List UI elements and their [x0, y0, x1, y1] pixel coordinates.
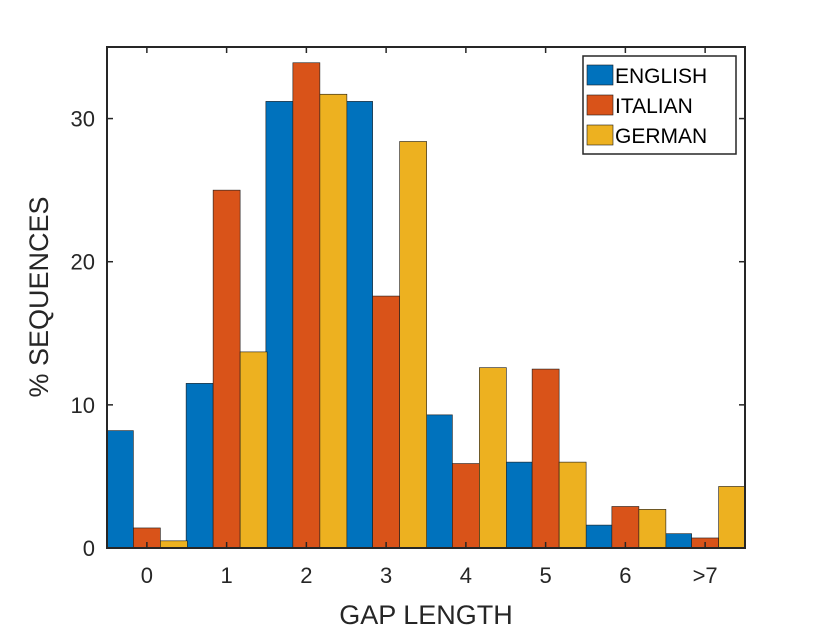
- bar-german-4: [479, 367, 507, 549]
- bar-german-3: [399, 141, 427, 549]
- bar-english-0: [106, 430, 134, 549]
- bar-english-5: [504, 461, 533, 549]
- y-axis-title: % SEQUENCES: [24, 196, 54, 397]
- legend-swatch-italian: [586, 94, 614, 116]
- bar-italian-1: [212, 189, 241, 549]
- y-tick-label-3: 30: [71, 107, 95, 132]
- legend-swatch-english: [586, 64, 614, 86]
- bar-german-6: [638, 509, 667, 549]
- legend: ENGLISH ITALIAN GERMAN: [582, 55, 737, 155]
- bar-english-7: [664, 533, 692, 549]
- x-tick-label-2: 2: [300, 563, 312, 588]
- bar-german-1: [239, 351, 268, 549]
- bar-german-5: [558, 461, 587, 549]
- x-tick-label-3: 3: [380, 563, 392, 588]
- legend-label-english: ENGLISH: [615, 65, 707, 88]
- plot-frame: [106, 46, 746, 549]
- x-tick-label-6: 6: [619, 563, 631, 588]
- x-tick-label-5: 5: [540, 563, 552, 588]
- ticks-group: 0 1 2 3 4 5 6 >7 0 10 20 30: [71, 47, 745, 588]
- y-tick-label-1: 10: [71, 393, 95, 418]
- bar-english-4: [425, 414, 453, 549]
- bar-italian-6: [611, 506, 640, 549]
- x-tick-label-1: 1: [221, 563, 233, 588]
- bar-italian-5: [531, 368, 560, 549]
- bar-italian-3: [372, 295, 400, 549]
- bar-english-2: [265, 101, 294, 549]
- x-tick-label-0: 0: [141, 563, 153, 588]
- bar-italian-4: [452, 463, 480, 549]
- bar-italian-2: [292, 62, 321, 549]
- x-tick-label-7: >7: [693, 563, 718, 588]
- y-tick-label-2: 20: [71, 250, 95, 275]
- bar-english-3: [345, 101, 373, 549]
- legend-label-german: GERMAN: [615, 125, 707, 148]
- legend-swatch-german: [586, 124, 614, 146]
- bar-german-7: [718, 486, 746, 549]
- bar-english-6: [584, 524, 613, 549]
- bar-german-0: [160, 540, 188, 549]
- x-axis-title: GAP LENGTH: [339, 600, 513, 630]
- bar-german-2: [319, 93, 348, 549]
- bars-group: [106, 62, 746, 549]
- y-tick-label-0: 0: [83, 536, 95, 561]
- x-tick-label-4: 4: [460, 563, 472, 588]
- legend-label-italian: ITALIAN: [615, 95, 693, 118]
- bar-english-1: [185, 383, 214, 549]
